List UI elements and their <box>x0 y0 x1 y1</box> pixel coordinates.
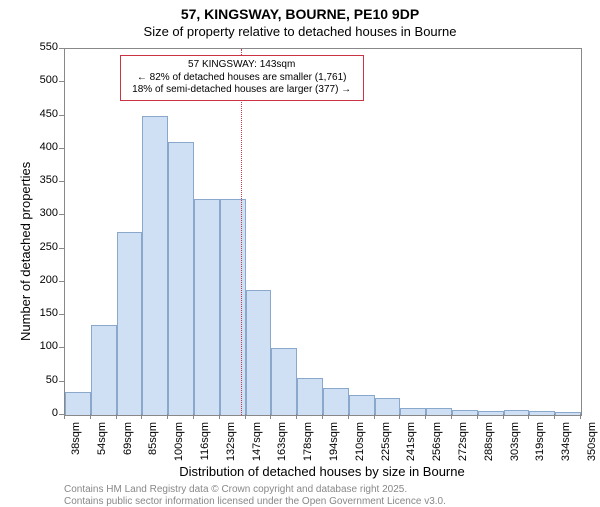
histogram-bar <box>194 199 220 415</box>
x-tick-label: 256sqm <box>431 422 443 462</box>
y-tick-label: 150 <box>22 307 58 319</box>
x-tick-label: 54sqm <box>96 422 108 462</box>
footer-line-1: Contains HM Land Registry data © Crown c… <box>64 484 407 495</box>
histogram-bar <box>375 398 401 415</box>
histogram-bar <box>246 290 272 415</box>
y-tick-label: 50 <box>22 374 58 386</box>
plot-area: 57 KINGSWAY: 143sqm ← 82% of detached ho… <box>64 48 582 416</box>
x-tick-label: 225sqm <box>380 422 392 462</box>
histogram-bar <box>271 348 297 415</box>
chart-container: 57, KINGSWAY, BOURNE, PE10 9DP Size of p… <box>0 0 600 500</box>
histogram-bar <box>400 408 426 415</box>
histogram-bar <box>297 378 323 415</box>
histogram-bar <box>349 395 375 415</box>
histogram-bar <box>65 392 91 415</box>
x-tick-label: 116sqm <box>199 422 211 462</box>
histogram-bar <box>323 388 349 415</box>
x-tick-label: 147sqm <box>251 422 263 462</box>
histogram-bar <box>555 412 581 415</box>
histogram-bar <box>529 411 555 415</box>
histogram-bar <box>168 142 194 415</box>
x-tick-label: 272sqm <box>457 422 469 462</box>
footer-line-2: Contains public sector information licen… <box>64 496 446 507</box>
histogram-bar <box>142 116 168 415</box>
annotation-line-2: ← 82% of detached houses are smaller (1,… <box>127 72 357 85</box>
histogram-bar <box>91 325 117 415</box>
histogram-bar <box>452 410 478 415</box>
y-tick-label: 350 <box>22 174 58 186</box>
x-tick-label: 38sqm <box>70 422 82 462</box>
reference-line <box>241 49 242 415</box>
x-tick-label: 100sqm <box>173 422 185 462</box>
histogram-bar <box>117 232 143 415</box>
x-tick-label: 210sqm <box>354 422 366 462</box>
y-tick-label: 100 <box>22 340 58 352</box>
y-tick-label: 250 <box>22 241 58 253</box>
y-tick-label: 550 <box>22 41 58 53</box>
y-tick-label: 500 <box>22 74 58 86</box>
y-tick-label: 300 <box>22 207 58 219</box>
x-tick-label: 334sqm <box>560 422 572 462</box>
x-tick-label: 303sqm <box>509 422 521 462</box>
x-tick-label: 69sqm <box>122 422 134 462</box>
y-tick-label: 450 <box>22 108 58 120</box>
annotation-line-3: 18% of semi-detached houses are larger (… <box>127 84 357 97</box>
x-tick-label: 194sqm <box>328 422 340 462</box>
y-tick-label: 400 <box>22 141 58 153</box>
x-tick-label: 132sqm <box>225 422 237 462</box>
chart-title-main: 57, KINGSWAY, BOURNE, PE10 9DP <box>0 6 600 22</box>
annotation-box: 57 KINGSWAY: 143sqm ← 82% of detached ho… <box>120 55 364 101</box>
y-tick-label: 0 <box>22 407 58 419</box>
y-tick-label: 200 <box>22 274 58 286</box>
x-tick-label: 85sqm <box>147 422 159 462</box>
histogram-bar <box>478 411 504 415</box>
x-tick-label: 241sqm <box>405 422 417 462</box>
x-tick-label: 163sqm <box>276 422 288 462</box>
histogram-bar <box>220 199 246 415</box>
x-tick-label: 350sqm <box>586 422 598 462</box>
annotation-line-1: 57 KINGSWAY: 143sqm <box>127 59 357 72</box>
chart-title-sub: Size of property relative to detached ho… <box>0 24 600 39</box>
x-tick-label: 319sqm <box>534 422 546 462</box>
histogram-bar <box>426 408 452 415</box>
x-axis-label: Distribution of detached houses by size … <box>64 464 580 479</box>
x-tick-label: 178sqm <box>302 422 314 462</box>
x-tick-label: 288sqm <box>483 422 495 462</box>
histogram-bar <box>504 410 530 415</box>
